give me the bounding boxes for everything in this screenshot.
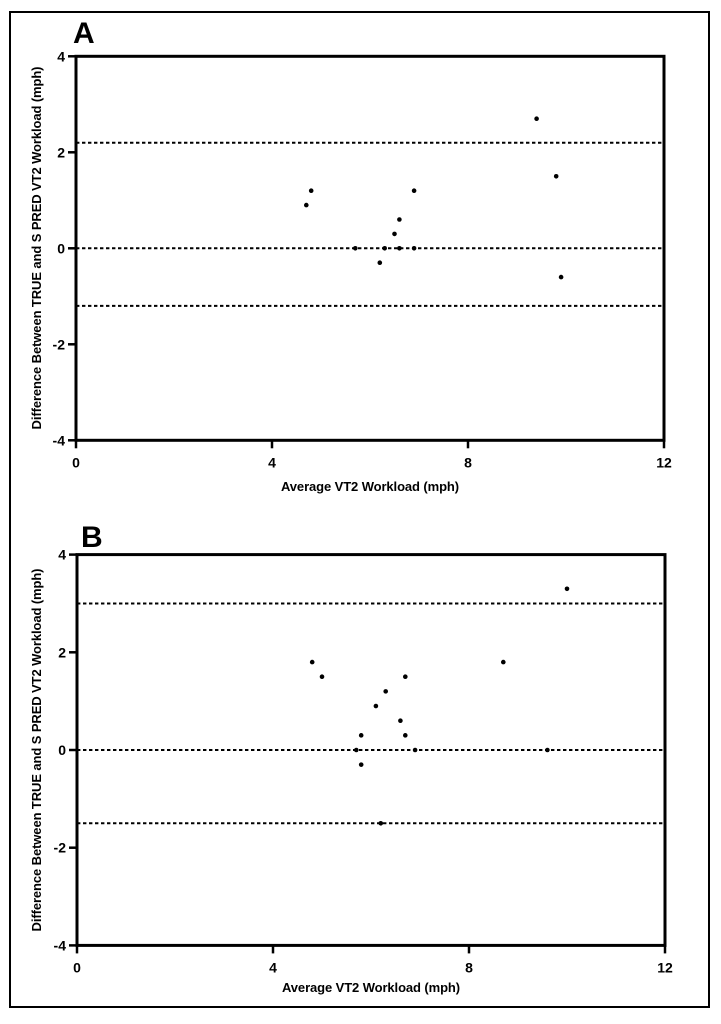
panel-a-x-axis-title: Average VT2 Workload (mph) — [281, 479, 459, 494]
panel-b-data-point — [564, 586, 570, 592]
panel-a-x-tick-label: 0 — [72, 454, 80, 470]
panel-b-data-point — [358, 733, 364, 738]
panel-a-data-point — [397, 246, 402, 251]
panel-a-data-point — [308, 188, 314, 193]
panel-a-data-point — [558, 274, 564, 280]
panel-b-x-tick-label: 8 — [465, 959, 473, 975]
panel-b-y-tick-label: 0 — [58, 742, 66, 758]
panel-b-data-point — [373, 703, 379, 709]
panel-b-data-point — [398, 718, 403, 723]
panel-a-y-tick-label: 2 — [57, 144, 65, 160]
panel-a-data-point — [553, 174, 559, 179]
panel-a-y-tick-label: 0 — [57, 240, 65, 256]
panel-a-y-tick-label: -2 — [53, 336, 66, 352]
panel-a-data-point — [411, 246, 417, 251]
panel-a-data-point — [534, 116, 539, 121]
panel-a-data-point — [353, 246, 358, 251]
panel-b-y-tick-label: -2 — [54, 840, 67, 856]
panel-a-data-point — [397, 217, 402, 222]
panel-b-data-point — [383, 689, 389, 694]
panel-b-x-tick-label: 4 — [269, 959, 277, 975]
panel-b-data-point — [319, 674, 325, 680]
panel-b-y-tick-label: -4 — [54, 937, 67, 953]
panel-b-data-point — [358, 762, 364, 767]
panel-b-data-point — [403, 733, 408, 738]
panel-a-x-tick-label: 8 — [464, 454, 472, 470]
panel-a-label: A — [73, 17, 95, 50]
panel-a-data-point — [392, 231, 397, 237]
panel-b-x-tick-label: 0 — [73, 959, 81, 975]
panel-b-data-point — [403, 674, 408, 680]
panel-b-y-tick-label: 2 — [58, 644, 66, 660]
panel-b-data-point — [378, 820, 384, 826]
panel-b-y-tick-label: 4 — [58, 547, 66, 563]
panel-b-data-point — [412, 747, 418, 753]
panel-a-data-point — [304, 202, 309, 208]
panel-a-data-point — [382, 246, 388, 251]
panel-b-label: B — [81, 521, 103, 554]
panel-b-x-axis-title: Average VT2 Workload (mph) — [282, 980, 460, 995]
panel-a-x-tick-label: 12 — [656, 454, 672, 470]
figure-border — [9, 11, 710, 1008]
panel-b-data-point — [501, 659, 506, 665]
panel-b-x-tick-label: 12 — [657, 959, 673, 975]
panel-a-x-tick-label: 4 — [268, 454, 276, 470]
panel-a-data-point — [411, 188, 417, 193]
panel-b-data-point — [354, 747, 359, 753]
panel-a-plot-area: 4 2 0 -2 -4 0 4 8 12 — [53, 48, 672, 470]
panel-a-data-point — [377, 260, 383, 266]
panel-b-data-point — [309, 659, 315, 665]
panel-b-plot-area: 4 2 0 -2 -4 0 4 8 12 — [54, 547, 673, 976]
panel-b-data-point — [545, 747, 550, 753]
panel-a-y-tick-label: 4 — [57, 48, 65, 64]
panel-a-y-tick-label: -4 — [53, 432, 66, 448]
